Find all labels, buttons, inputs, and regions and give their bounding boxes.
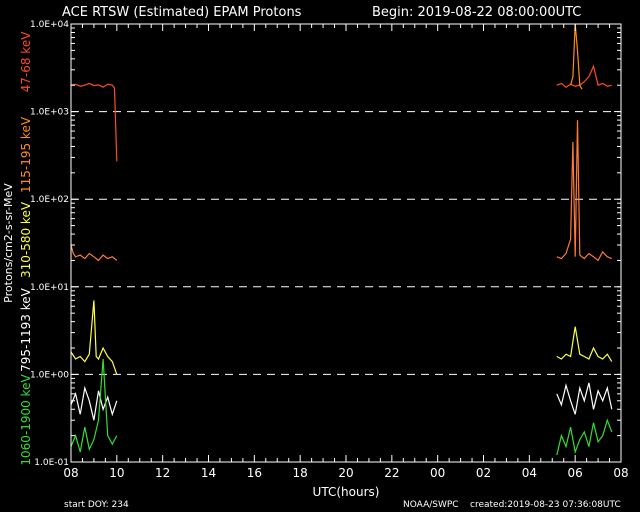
series-line [70, 244, 118, 262]
series-line [556, 382, 613, 415]
y-axis-label: Protons/cm2-s-sr-MeV [2, 183, 15, 303]
footer-start-doy: start DOY: 234 [64, 500, 129, 510]
series-lines [70, 23, 613, 456]
channel-label: 310-580 keV [19, 201, 33, 278]
axis-ticks: 1.0E-01 1.0E+00 1.0E+01 1.0E+02 1.0E+03 1.0E+… [30, 20, 629, 480]
channel-label: 1060-1900 keV [19, 374, 33, 466]
series-line [70, 300, 118, 375]
x-tick-label: 18 [293, 466, 308, 480]
y-tick-label: 1.0E+01 [30, 283, 69, 293]
x-tick-label: 08 [63, 466, 78, 480]
chart-begin-label: Begin: 2019-08-22 08:00:00UTC [372, 5, 581, 20]
y-tick-label: 1.0E+00 [30, 370, 69, 380]
x-tick-label: 08 [613, 466, 628, 480]
x-tick-label: 00 [430, 466, 445, 480]
x-tick-label: 04 [522, 466, 537, 480]
y-tick-label: 1.0E+03 [30, 108, 69, 118]
plot-frame [70, 23, 622, 463]
series-line [556, 64, 612, 88]
series-line [556, 326, 613, 362]
footer-created: created:2019-08-23 07:36:08UTC [470, 500, 621, 510]
x-tick-label: 22 [384, 466, 399, 480]
series-line [70, 358, 118, 453]
series-line [70, 385, 118, 421]
series-line [570, 23, 583, 90]
x-axis-label: UTC(hours) [313, 485, 380, 499]
y-tick-label: 1.0E-01 [34, 458, 69, 468]
series-line [70, 82, 118, 162]
x-tick-label: 12 [155, 466, 170, 480]
y-tick-label: 1.0E+04 [30, 20, 69, 30]
x-tick-label: 10 [109, 466, 124, 480]
series-line [556, 120, 613, 262]
footer-source: NOAA/SWPC [403, 500, 459, 510]
channel-label: 795-1193 keV [19, 287, 33, 371]
x-tick-label: 06 [568, 466, 583, 480]
chart-title: ACE RTSW (Estimated) EPAM Protons [62, 5, 302, 20]
channel-label: 115-195 keV [19, 116, 33, 193]
y-tick-label: 1.0E+02 [30, 195, 69, 205]
grid-lines [71, 111, 621, 375]
channel-label: 47-68 keV [19, 31, 33, 93]
series-line [556, 418, 613, 456]
x-tick-label: 02 [476, 466, 491, 480]
series-labels: 47-68 keV 115-195 keV 310-580 keV 795-1193 … [19, 31, 33, 466]
x-tick-label: 14 [201, 466, 216, 480]
x-tick-label: 20 [338, 466, 353, 480]
x-tick-label: 16 [247, 466, 262, 480]
